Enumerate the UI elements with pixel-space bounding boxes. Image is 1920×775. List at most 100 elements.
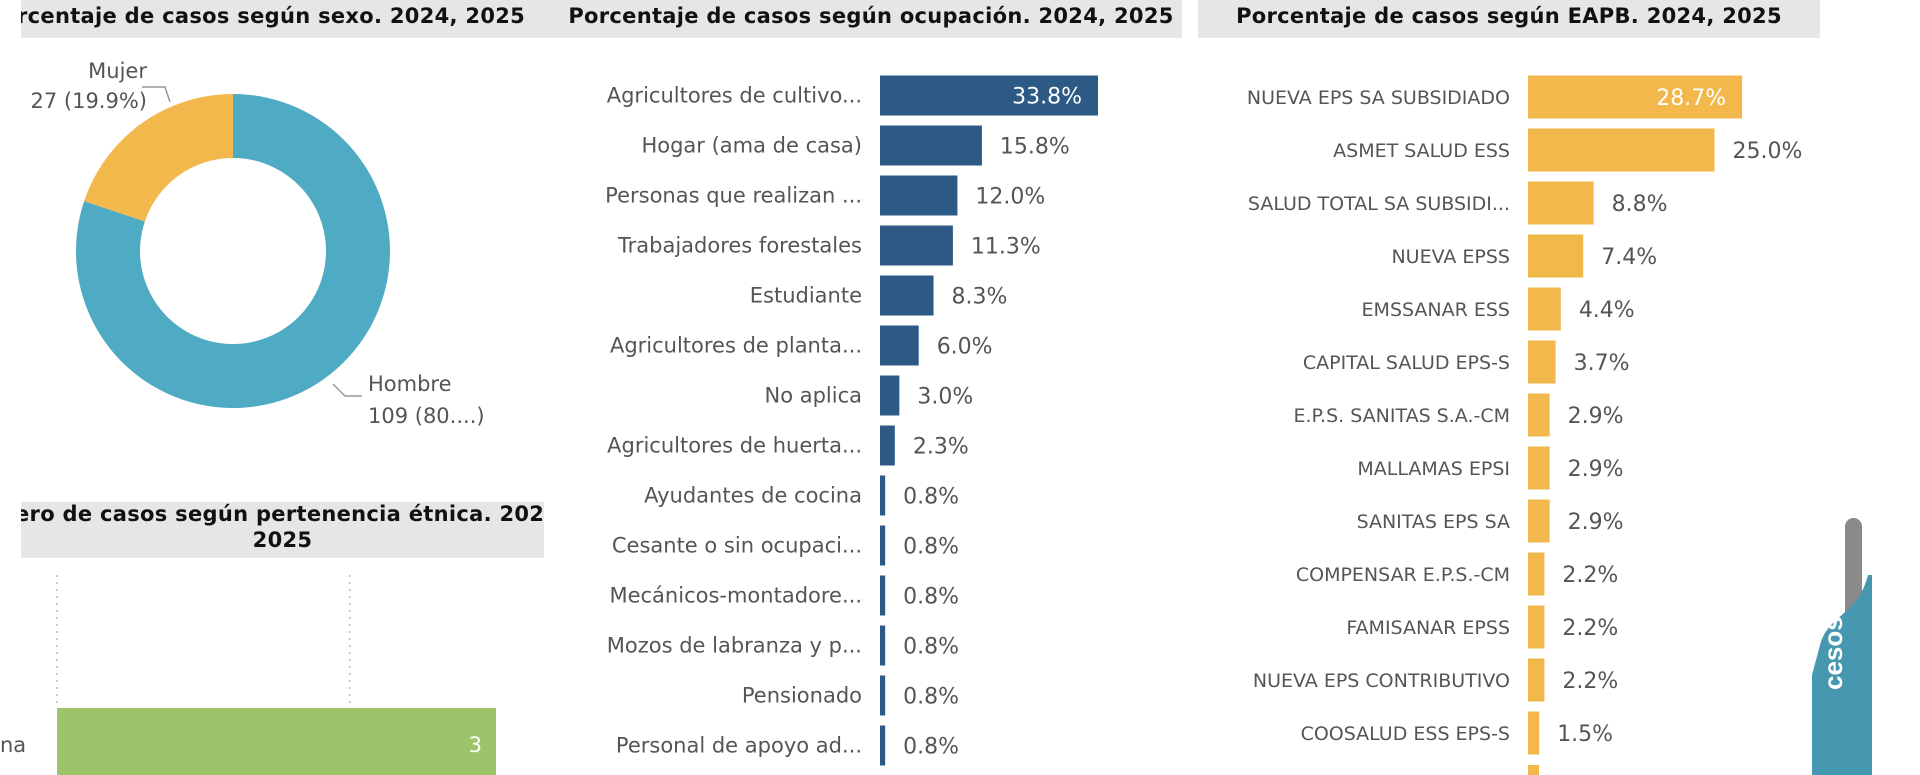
occupation-value-label-11: 0.8% (903, 635, 959, 660)
occupation-value-label-4: 8.3% (952, 285, 1008, 310)
eapb-category-label-0: NUEVA EPS SA SUBSIDIADO (1247, 87, 1510, 109)
eapb-category-label-4: EMSSANAR ESS (1362, 299, 1510, 321)
eapb-bar-4 (1528, 287, 1561, 331)
ethnic-chart-title-line1: ero de casos según pertenencia étnica. 2… (21, 502, 544, 526)
eapb-value-label-12: 1.5% (1557, 722, 1613, 747)
eapb-bar-partial-offscreen (1528, 765, 1539, 775)
eapb-value-label-11: 2.2% (1562, 669, 1618, 694)
occupation-value-label-7: 2.3% (913, 435, 969, 460)
eapb-value-label-10: 2.2% (1562, 616, 1618, 641)
occupation-bar-6 (880, 375, 900, 416)
label-hombre-name: Hombre (368, 372, 452, 396)
sex-chart-title: rcentaje de casos según sexo. 2024, 2025 (21, 4, 526, 28)
occupation-category-label-0: Agricultores de cultivo... (607, 84, 862, 108)
occupation-bar-12 (880, 675, 886, 716)
occupation-bar-9 (880, 525, 886, 566)
occupation-chart-title-box: Porcentaje de casos según ocupación. 202… (560, 0, 1182, 38)
occupation-category-label-8: Ayudantes de cocina (644, 484, 862, 508)
leader-line-hombre (332, 383, 362, 397)
occupation-bar-7 (880, 425, 895, 466)
occupation-bar-chart: Agricultores de cultivo... 33.8% Hogar (am… (605, 75, 1099, 766)
occupation-value-label-9: 0.8% (903, 535, 959, 560)
eapb-bar-10 (1528, 605, 1545, 649)
eapb-bar-6 (1528, 393, 1550, 437)
eapb-category-label-9: COMPENSAR E.P.S.-CM (1296, 564, 1510, 586)
ethnic-bar-value-0: 3 (469, 733, 482, 757)
occupation-category-label-5: Agricultores de planta... (610, 334, 862, 358)
label-mujer-value: 27 (19.9%) (31, 89, 148, 113)
eapb-value-label-6: 2.9% (1568, 404, 1624, 429)
occupation-value-label-3: 11.3% (971, 235, 1041, 260)
eapb-bar-7 (1528, 446, 1550, 490)
ethnic-chart-title-box: ero de casos según pertenencia étnica. 2… (21, 502, 544, 558)
occupation-bar-4 (880, 275, 934, 316)
eapb-category-label-2: SALUD TOTAL SA SUBSIDI... (1248, 193, 1510, 215)
eapb-bar-3 (1528, 234, 1584, 278)
occupation-category-label-11: Mozos de labranza y p... (607, 634, 862, 658)
eapb-value-label-3: 7.4% (1601, 245, 1657, 270)
occupation-value-label-13: 0.8% (903, 735, 959, 760)
occupation-value-label-10: 0.8% (903, 585, 959, 610)
eapb-value-label-2: 8.8% (1612, 192, 1668, 217)
occupation-bar-1 (880, 125, 982, 166)
eapb-value-label-8: 2.9% (1568, 510, 1624, 535)
ethnic-chart-title-line2: 2025 (252, 528, 313, 552)
occupation-value-label-0: 33.8% (1012, 85, 1082, 110)
eapb-category-label-11: NUEVA EPS CONTRIBUTIVO (1253, 670, 1510, 692)
eapb-category-label-8: SANITAS EPS SA (1357, 511, 1510, 533)
eapb-value-label-7: 2.9% (1568, 457, 1624, 482)
eapb-value-label-4: 4.4% (1579, 298, 1635, 323)
occupation-value-label-5: 6.0% (937, 335, 993, 360)
occupation-bar-11 (880, 625, 886, 666)
side-panel-tab[interactable] (1808, 575, 1872, 775)
eapb-category-label-3: NUEVA EPSS (1391, 246, 1510, 268)
eapb-category-label-6: E.P.S. SANITAS S.A.-CM (1294, 405, 1511, 427)
occupation-category-label-9: Cesante o sin ocupaci... (612, 534, 862, 558)
label-hombre-value: 109 (80....) (368, 404, 485, 428)
sex-chart-title-box: rcentaje de casos según sexo. 2024, 2025 (21, 0, 612, 38)
occupation-category-label-3: Trabajadores forestales (617, 234, 862, 258)
occupation-bar-3 (880, 225, 953, 266)
eapb-value-label-1: 25.0% (1733, 139, 1803, 164)
eapb-category-label-1: ASMET SALUD ESS (1333, 140, 1510, 162)
occupation-category-label-10: Mecánicos-montadore... (609, 584, 862, 608)
eapb-bar-12 (1528, 711, 1540, 755)
occupation-category-label-1: Hogar (ama de casa) (641, 134, 862, 158)
occupation-category-label-6: No aplica (764, 384, 862, 408)
eapb-bar-1 (1528, 128, 1715, 172)
eapb-value-label-0: 28.7% (1656, 86, 1726, 111)
eapb-category-label-12: COOSALUD ESS EPS-S (1301, 723, 1510, 745)
occupation-bar-10 (880, 575, 886, 616)
leader-line-mujer (142, 86, 171, 103)
occupation-bar-13 (880, 725, 886, 766)
eapb-bar-5 (1528, 340, 1556, 384)
label-mujer-name: Mujer (88, 59, 147, 83)
donut-slice-mujer (84, 94, 233, 222)
eapb-bar-0 (1528, 75, 1743, 119)
eapb-value-label-9: 2.2% (1562, 563, 1618, 588)
occupation-bar-0 (880, 75, 1099, 116)
occupation-category-label-12: Pensionado (742, 684, 862, 708)
occupation-bar-2 (880, 175, 958, 216)
occupation-value-label-1: 15.8% (1000, 135, 1070, 160)
eapb-bar-9 (1528, 552, 1545, 596)
occupation-category-label-7: Agricultores de huerta... (607, 434, 862, 458)
donut-slice-hombre (76, 94, 391, 408)
ethnic-category-label-0: na (0, 733, 26, 757)
side-panel-tab-label[interactable]: cesos (1818, 616, 1848, 690)
occupation-value-label-2: 12.0% (975, 185, 1045, 210)
occupation-category-label-2: Personas que realizan ... (605, 184, 862, 208)
eapb-value-label-5: 3.7% (1574, 351, 1630, 376)
ethnic-bar-0 (57, 708, 496, 775)
eapb-category-label-7: MALLAMAS EPSI (1357, 458, 1510, 480)
occupation-chart-title: Porcentaje de casos según ocupación. 202… (568, 4, 1174, 28)
ethnic-bar-chart: 3 na (0, 575, 496, 775)
occupation-category-label-4: Estudiante (750, 284, 862, 308)
eapb-category-label-10: FAMISANAR EPSS (1346, 617, 1510, 639)
eapb-category-label-5: CAPITAL SALUD EPS-S (1303, 352, 1510, 374)
occupation-bar-8 (880, 475, 886, 516)
occupation-bar-5 (880, 325, 919, 366)
eapb-chart-title: Porcentaje de casos según EAPB. 2024, 20… (1236, 4, 1782, 28)
occupation-category-label-13: Personal de apoyo ad... (616, 734, 862, 758)
occupation-value-label-12: 0.8% (903, 685, 959, 710)
